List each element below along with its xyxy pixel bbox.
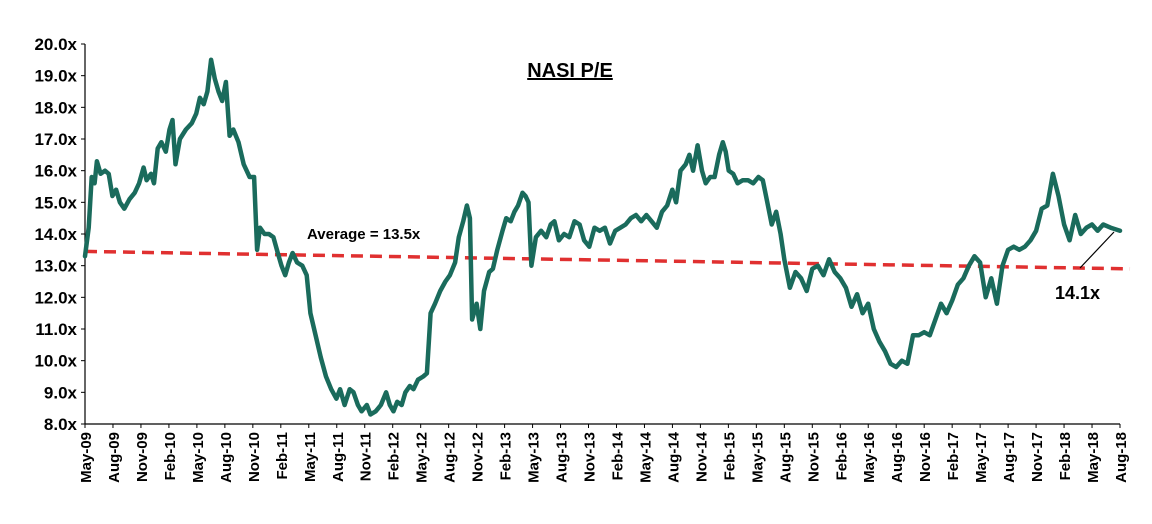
- x-tick-label: Nov-15: [805, 432, 822, 482]
- x-tick-label: Aug-13: [554, 432, 571, 483]
- x-tick-label: May-18: [1085, 432, 1102, 483]
- x-tick-label: May-11: [302, 432, 319, 482]
- y-tick-label: 20.0x: [34, 35, 77, 54]
- x-tick-label: Nov-17: [1029, 432, 1046, 482]
- x-tick-label: Aug-17: [1001, 432, 1018, 483]
- x-tick-label: Feb-14: [609, 431, 626, 480]
- x-tick-label: Nov-12: [470, 432, 487, 482]
- x-tick-label: Aug-15: [777, 432, 794, 483]
- x-tick-label: Nov-16: [917, 432, 934, 482]
- x-tick-label: Aug-11: [330, 432, 347, 482]
- x-tick-label: Nov-11: [358, 432, 375, 481]
- x-tick-label: Feb-15: [721, 432, 738, 480]
- x-tick-label: Feb-17: [945, 432, 962, 480]
- series-layer: [82, 57, 1123, 417]
- average-layer: [84, 249, 1131, 271]
- x-tick-label: May-17: [973, 432, 990, 483]
- y-tick-label: 16.0x: [34, 162, 77, 181]
- y-tick-label: 11.0x: [35, 320, 77, 339]
- x-tick-label: Aug-09: [106, 432, 123, 483]
- x-tick-label: May-10: [190, 432, 207, 483]
- x-axis: May-09 Aug-09 Nov-09 Feb-10 May-10 Aug-10 Nov-…: [78, 423, 1130, 483]
- last-value-leader-line: [1079, 231, 1115, 269]
- y-tick-label: 9.0x: [44, 383, 78, 402]
- y-tick-label: 15.0x: [34, 193, 77, 212]
- y-tick-label: 18.0x: [34, 98, 77, 117]
- x-tick-label: Aug-14: [665, 431, 682, 482]
- last-value-label: 14.1x: [1055, 283, 1100, 303]
- x-tick-label: Feb-16: [833, 432, 850, 480]
- x-tick-label: May-09: [78, 432, 95, 483]
- x-tick-label: May-14: [637, 431, 654, 483]
- x-tick-label: Feb-18: [1057, 432, 1074, 480]
- y-axis: 8.0x 9.0x 10.0x 11.0x 12.0x 13.0x 14.0x 15.0x 16…: [34, 35, 86, 434]
- x-tick-label: May-13: [526, 432, 543, 483]
- x-tick-label: Feb-12: [386, 432, 403, 480]
- y-tick-label: 13.0x: [34, 257, 77, 276]
- x-tick-label: Feb-11: [274, 432, 291, 480]
- x-tick-label: Feb-10: [162, 432, 179, 480]
- x-tick-label: May-12: [414, 432, 431, 483]
- x-tick-label: Aug-10: [218, 432, 235, 483]
- x-tick-label: Nov-09: [134, 432, 151, 482]
- y-tick-label: 10.0x: [34, 352, 77, 371]
- x-tick-label: May-15: [749, 432, 766, 483]
- y-tick-label: 19.0x: [34, 67, 77, 86]
- x-tick-label: Aug-18: [1113, 432, 1130, 483]
- x-tick-label: Aug-16: [889, 432, 906, 483]
- y-tick-label: 12.0x: [34, 288, 77, 307]
- chart-title: NASI P/E: [527, 60, 613, 82]
- x-tick-label: Nov-10: [246, 432, 263, 482]
- average-label: Average = 13.5x: [307, 226, 421, 243]
- y-tick-label: 14.0x: [34, 225, 77, 244]
- y-tick-label: 17.0x: [34, 130, 77, 149]
- average-line: [84, 249, 1131, 271]
- x-tick-label: Nov-13: [582, 432, 599, 482]
- x-tick-label: Aug-12: [442, 432, 459, 483]
- pe-series-line: [82, 57, 1123, 417]
- x-tick-label: Nov-14: [693, 431, 710, 482]
- y-tick-label: 8.0x: [44, 415, 78, 434]
- x-tick-label: Feb-13: [498, 432, 515, 480]
- x-tick-label: May-16: [861, 432, 878, 483]
